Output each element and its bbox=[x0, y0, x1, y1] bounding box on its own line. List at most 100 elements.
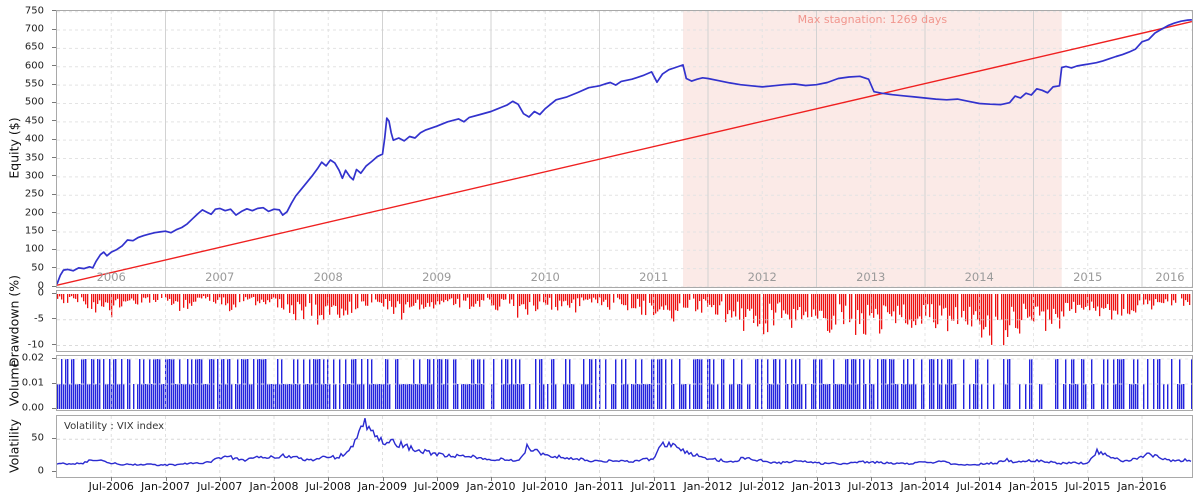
x-axis-label: Jan-2008 bbox=[249, 480, 299, 493]
year-label: 2007 bbox=[205, 270, 235, 284]
year-label: 2015 bbox=[1073, 270, 1103, 284]
tick-mark bbox=[52, 138, 56, 140]
tick-mark bbox=[52, 357, 56, 359]
drawdown-ytick-label: -10 bbox=[27, 339, 44, 350]
volatility-panel: Volatility : VIX index bbox=[56, 415, 1193, 478]
equity-ytick-label: 250 bbox=[24, 188, 44, 200]
equity-ytick-label: 650 bbox=[24, 41, 44, 53]
tick-mark bbox=[979, 477, 981, 481]
tick-mark bbox=[1142, 477, 1143, 481]
year-label: 2013 bbox=[856, 270, 886, 284]
drawdown-ytick-label: 0 bbox=[37, 287, 44, 299]
tick-mark bbox=[52, 230, 56, 232]
tick-mark bbox=[436, 477, 438, 481]
tick-mark bbox=[52, 65, 56, 67]
tick-mark bbox=[52, 292, 56, 294]
year-label: 2011 bbox=[639, 270, 669, 284]
tick-mark bbox=[52, 267, 56, 269]
tick-mark bbox=[52, 285, 56, 287]
x-axis-label: Jan-2016 bbox=[1117, 480, 1167, 493]
equity-ytick-label: 100 bbox=[24, 243, 44, 255]
x-axis-label: Jan-2011 bbox=[575, 480, 624, 493]
tick-mark bbox=[52, 407, 56, 409]
tick-mark bbox=[52, 248, 56, 250]
equity-plot bbox=[57, 11, 1192, 287]
tick-mark bbox=[165, 477, 167, 481]
tick-mark bbox=[870, 477, 872, 481]
vix-series-line bbox=[57, 418, 1192, 467]
x-axis-label: Jul-2014 bbox=[956, 480, 1002, 493]
x-axis-label: Jan-2009 bbox=[358, 480, 407, 493]
equity-ytick-label: 150 bbox=[24, 225, 44, 237]
x-axis-label: Jan-2013 bbox=[792, 480, 841, 493]
x-axis-label: Jan-2012 bbox=[683, 480, 733, 493]
equity-ytick-label: 350 bbox=[24, 152, 44, 164]
tick-mark bbox=[52, 212, 56, 214]
tick-mark bbox=[219, 477, 221, 481]
x-axis-label: Jul-2008 bbox=[305, 480, 351, 493]
equity-ytick-label: 50 bbox=[31, 262, 44, 274]
volatility-ytick-label: 50 bbox=[31, 432, 44, 444]
tick-mark bbox=[52, 46, 56, 48]
equity-ytick-label: 450 bbox=[24, 115, 44, 127]
year-label: 2010 bbox=[530, 270, 560, 284]
tick-mark bbox=[328, 477, 330, 481]
x-axis-label: Jul-2009 bbox=[414, 480, 460, 493]
x-axis-label: Jul-2010 bbox=[522, 480, 568, 493]
drawdown-panel bbox=[56, 290, 1193, 352]
tick-mark bbox=[52, 101, 56, 103]
volume-ytick-label: 0.01 bbox=[21, 377, 44, 389]
year-label: 2016 bbox=[1155, 270, 1185, 284]
tick-mark bbox=[52, 10, 56, 12]
tick-mark bbox=[382, 477, 384, 481]
tick-mark bbox=[52, 157, 56, 159]
year-label: 2009 bbox=[422, 270, 452, 284]
tick-mark bbox=[599, 477, 601, 481]
x-axis-label: Jul-2013 bbox=[848, 480, 894, 493]
x-axis-label: Jan-2010 bbox=[466, 480, 516, 493]
drawdown-ytick-label: -5 bbox=[34, 313, 44, 325]
x-axis-label: Jan-2015 bbox=[1009, 480, 1058, 493]
x-axis-label: Jul-2007 bbox=[197, 480, 243, 493]
volume-plot bbox=[57, 356, 1192, 410]
tick-mark bbox=[925, 477, 926, 481]
x-axis-label: Jul-2011 bbox=[631, 480, 677, 493]
tick-mark bbox=[52, 175, 56, 177]
equity-panel: Max stagnation: 1269 days bbox=[56, 10, 1193, 288]
equity-ytick-label: 750 bbox=[24, 5, 44, 17]
tick-mark bbox=[653, 477, 655, 481]
volume-ytick-label: 0.02 bbox=[21, 352, 44, 364]
tick-mark bbox=[52, 83, 56, 85]
tick-mark bbox=[52, 470, 56, 472]
equity-ytick-label: 0 bbox=[37, 280, 44, 292]
equity-ytick-label: 500 bbox=[24, 96, 44, 108]
tick-mark bbox=[762, 477, 764, 481]
volume-ytick-label: 0.00 bbox=[21, 402, 44, 414]
volume-panel bbox=[56, 355, 1193, 411]
equity-ytick-label: 550 bbox=[24, 78, 44, 90]
volatility-legend: Volatility : VIX index bbox=[64, 421, 165, 432]
x-axis-label: Jan-2007 bbox=[141, 480, 190, 493]
equity-ytick-label: 300 bbox=[24, 170, 44, 182]
x-axis-label: Jul-2015 bbox=[1065, 480, 1111, 493]
tick-mark bbox=[1033, 477, 1035, 481]
tick-mark bbox=[52, 382, 56, 384]
tick-mark bbox=[1087, 477, 1089, 481]
tick-mark bbox=[52, 120, 56, 122]
equity-ytick-label: 400 bbox=[24, 133, 44, 145]
x-axis-label: Jul-2006 bbox=[88, 480, 134, 493]
tick-mark bbox=[52, 193, 56, 195]
year-label: 2008 bbox=[313, 270, 343, 284]
x-axis-label: Jan-2014 bbox=[900, 480, 950, 493]
equity-series-line bbox=[57, 18, 1192, 285]
equity-ytick-label: 200 bbox=[24, 207, 44, 219]
tick-mark bbox=[52, 437, 56, 439]
tick-mark bbox=[52, 28, 56, 30]
tick-mark bbox=[816, 477, 818, 481]
max-stagnation-label: Max stagnation: 1269 days bbox=[797, 13, 948, 26]
year-label: 2012 bbox=[747, 270, 777, 284]
year-label: 2006 bbox=[96, 270, 126, 284]
tick-mark bbox=[52, 318, 56, 320]
tick-mark bbox=[274, 477, 275, 481]
